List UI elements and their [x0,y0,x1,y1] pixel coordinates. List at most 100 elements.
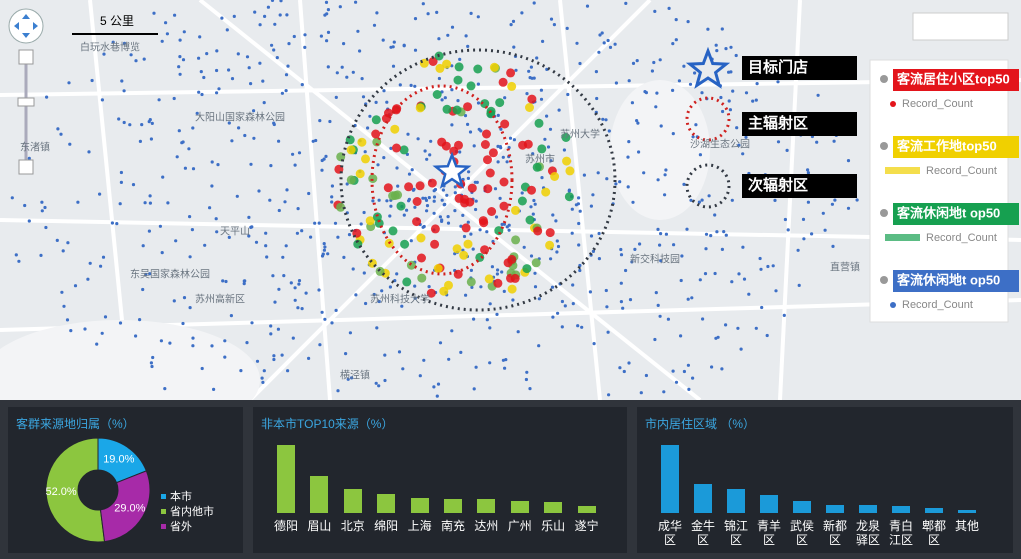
map-dot [618,366,622,370]
map-dot [236,52,240,56]
map-dot [293,298,297,302]
map-dot [377,198,381,202]
map-dot [376,163,380,167]
map-dot [277,139,281,143]
nav-control[interactable] [8,8,44,44]
map-dot [720,247,725,251]
map-dot [555,239,559,243]
map-dot [443,96,447,100]
map-dot [365,216,375,226]
map-dot [724,323,728,327]
map-dot [688,82,693,86]
map-dot [564,192,574,202]
map-dot [509,23,513,27]
map-dot [626,185,630,189]
map-dot [441,188,445,192]
map-dot [362,271,366,275]
lake [0,320,260,400]
map-dot [691,135,695,139]
map-dot [479,285,483,289]
map-dot [727,99,731,103]
map-dot [503,96,507,100]
map-dot [530,76,534,80]
map-dot [396,201,406,211]
map-dot [724,47,728,51]
map-dot [704,247,708,251]
map-dot [73,284,78,288]
map-dot [855,198,859,202]
zoom-handle[interactable] [17,97,35,107]
x-tick-label: 南充 [440,519,465,533]
map-dot [459,350,463,354]
place-label: 天平山 [220,226,250,238]
map-dot [742,277,747,281]
map-dot [215,91,219,95]
bar [477,499,496,513]
map-dot [402,44,406,48]
map-dot [476,15,480,19]
map-dot [90,78,94,83]
map-dot [635,119,639,123]
map-dot [134,334,138,338]
map-dot [363,150,367,154]
map-dot [374,100,378,104]
map-dot [421,196,425,200]
map-dot [409,83,413,87]
map-dot [328,119,332,124]
map-dot [163,387,167,391]
map-dot [485,230,489,234]
place-label: 东吴国家森林公园 [130,268,210,281]
marker-label: 目标门店 [748,58,808,76]
map-dot [529,65,534,69]
map-dot [223,339,227,343]
map-dot [549,17,554,21]
map-dot [518,140,528,150]
map-dot [272,48,276,52]
map-dot [286,369,290,373]
map-dot [17,259,21,263]
map-dot [147,120,151,124]
map-dot [405,208,409,212]
map-dot [272,357,276,362]
road [558,0,602,400]
x-tick-label: 青羊区 [756,519,781,547]
map-dot [529,205,533,209]
map-dot [531,258,541,268]
map-dot [397,350,402,354]
map-dot [619,300,624,304]
map-dot [496,160,500,164]
map-dot [383,183,393,193]
map-dot [454,193,464,203]
map-dot [631,61,636,65]
map-dot [606,330,610,334]
map-dot [191,344,195,348]
map-dot [832,139,836,143]
map-dot [354,293,358,297]
map-dot [44,225,48,230]
map-dot [444,280,453,290]
map-dot [440,198,444,202]
map-dot [496,113,500,117]
map-dot [198,35,202,39]
toolbar[interactable] [912,12,1009,41]
zoom-in[interactable] [18,49,34,65]
map-dot [261,380,265,384]
map-dot [415,103,425,113]
map-dot [773,198,777,202]
map-dot [482,129,491,139]
map-dot [119,180,123,184]
map-dot [627,140,631,144]
map-dot [831,244,835,248]
map-dot [453,209,457,213]
bar [577,506,596,513]
zoom-out[interactable] [18,159,34,175]
bar [727,489,745,513]
map-dot [477,127,481,131]
map-dot [371,199,375,203]
map-dot [556,244,561,249]
map-dot [355,169,365,179]
map-dot [507,81,517,91]
map-dot [499,201,509,211]
map-dot [570,207,574,211]
map-dot [76,200,80,204]
